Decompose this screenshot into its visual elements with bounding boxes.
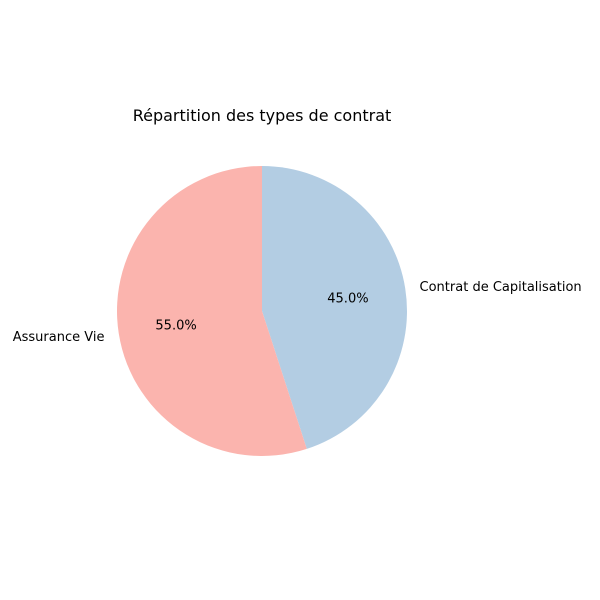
pie-slice-assurance-vie — [116, 166, 307, 457]
pie-labels: 45.0% Contrat de Capitalisation 55.0% Assur… — [13, 280, 582, 345]
pie-slices — [116, 166, 407, 457]
pie-percent-label: 45.0% — [327, 291, 368, 306]
pie-slice-contrat-de-capitalisation — [262, 166, 407, 449]
pie-category-label: Contrat de Capitalisation — [420, 280, 582, 295]
pie-percent-label: 55.0% — [155, 319, 196, 334]
chart-title: Répartition des types de contrat — [133, 106, 392, 125]
pie-category-label: Assurance Vie — [13, 330, 105, 345]
